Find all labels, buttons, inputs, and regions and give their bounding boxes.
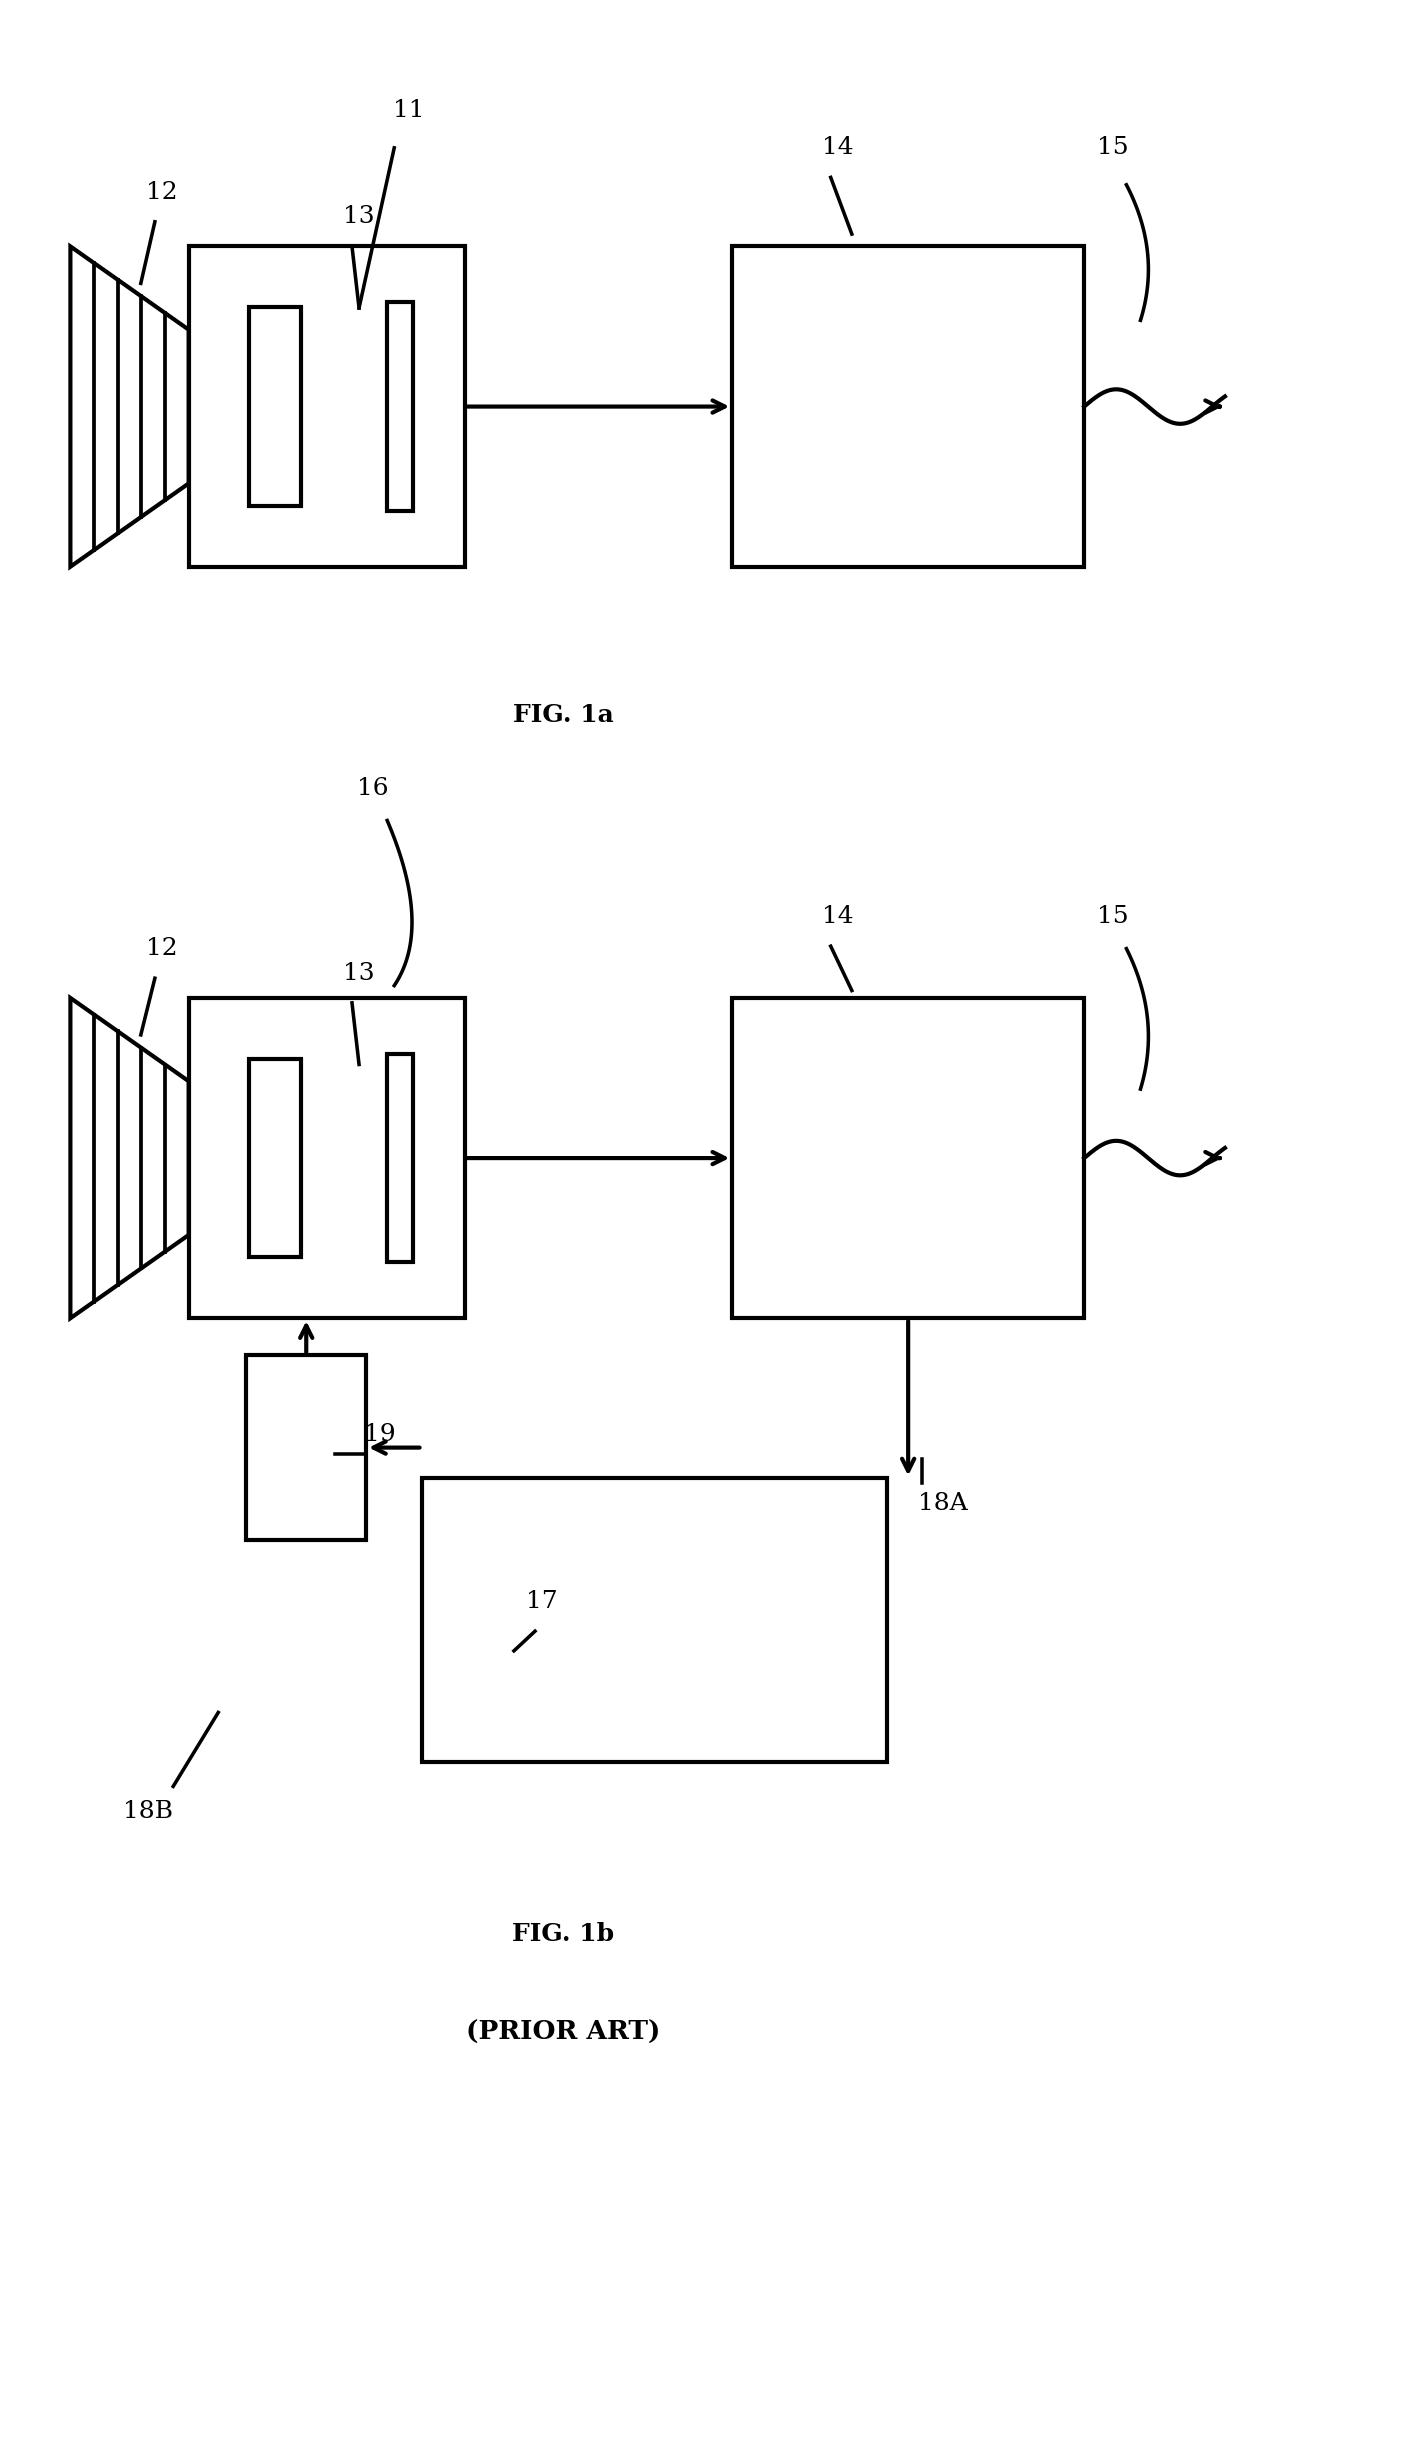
Bar [732, 998, 1084, 1318]
Text: 18A: 18A [918, 1491, 969, 1515]
Text: 17: 17 [527, 1589, 558, 1614]
Polygon shape [70, 998, 189, 1318]
Bar [732, 246, 1084, 567]
Bar [422, 1478, 887, 1762]
Text: 12: 12 [146, 936, 177, 961]
Text: FIG. 1b: FIG. 1b [513, 1922, 614, 1947]
Bar [246, 1355, 366, 1540]
Text: (PRIOR ART): (PRIOR ART) [466, 2020, 660, 2045]
Text: 15: 15 [1097, 904, 1128, 929]
Bar [189, 246, 465, 567]
Bar [249, 308, 301, 505]
Bar [387, 1055, 413, 1262]
Text: 11: 11 [393, 99, 424, 123]
Text: 13: 13 [344, 961, 375, 986]
Bar [249, 1060, 301, 1257]
Bar [387, 303, 413, 510]
Polygon shape [70, 246, 189, 567]
Text: 14: 14 [822, 904, 853, 929]
Text: FIG. 1a: FIG. 1a [513, 702, 614, 727]
Bar [189, 998, 465, 1318]
Text: 15: 15 [1097, 136, 1128, 160]
Text: 18B: 18B [122, 1799, 173, 1823]
Text: 16: 16 [358, 776, 389, 801]
Text: 12: 12 [146, 180, 177, 205]
Text: 14: 14 [822, 136, 853, 160]
Text: 19: 19 [365, 1422, 396, 1446]
Text: 13: 13 [344, 205, 375, 229]
